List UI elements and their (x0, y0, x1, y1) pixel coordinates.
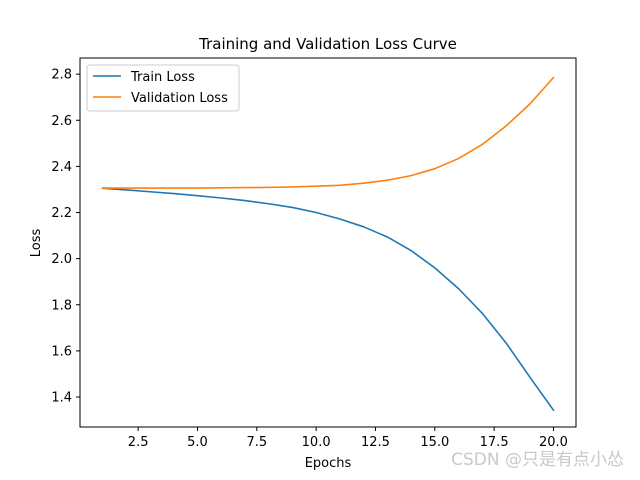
plot-area-frame (79, 57, 577, 428)
y-axis-ticks: 1.4 1.6 1.8 2.0 2.2 2.4 2.6 2.8 (51, 68, 80, 406)
legend: Train Loss Validation Loss (86, 64, 240, 112)
x-tick-label: 5.0 (187, 435, 208, 450)
y-tick-label: 1.4 (51, 391, 72, 406)
y-tick-label: 2.0 (51, 252, 72, 267)
x-tick-label: 7.5 (246, 435, 267, 450)
y-tick-label: 2.8 (51, 68, 72, 83)
series-layer (101, 76, 555, 412)
chart-title: Training and Validation Loss Curve (198, 35, 457, 53)
y-tick-label: 1.8 (51, 298, 72, 313)
x-tick-label: 17.5 (480, 435, 509, 450)
y-tick-label: 2.2 (51, 206, 72, 221)
x-axis-ticks: 2.5 5.0 7.5 10.0 12.5 15.0 17.5 20.0 (128, 427, 568, 450)
x-axis-label: Epochs (305, 456, 352, 471)
watermark-text: CSDN @只是有点小怂 (451, 450, 624, 470)
y-tick-label: 1.6 (51, 344, 72, 359)
legend-box (86, 64, 240, 112)
x-tick-label: 2.5 (128, 435, 149, 450)
y-tick-label: 2.6 (51, 114, 72, 129)
x-tick-label: 10.0 (302, 435, 331, 450)
x-tick-label: 15.0 (420, 435, 449, 450)
x-tick-label: 20.0 (539, 435, 568, 450)
y-axis-label: Loss (29, 229, 44, 258)
legend-label-validation-loss: Validation Loss (131, 91, 228, 106)
x-tick-label: 12.5 (361, 435, 390, 450)
series-line-validation-loss (101, 76, 555, 189)
legend-label-train-loss: Train Loss (130, 70, 195, 85)
series-line-train-loss (101, 187, 555, 412)
y-tick-label: 2.4 (51, 160, 72, 175)
